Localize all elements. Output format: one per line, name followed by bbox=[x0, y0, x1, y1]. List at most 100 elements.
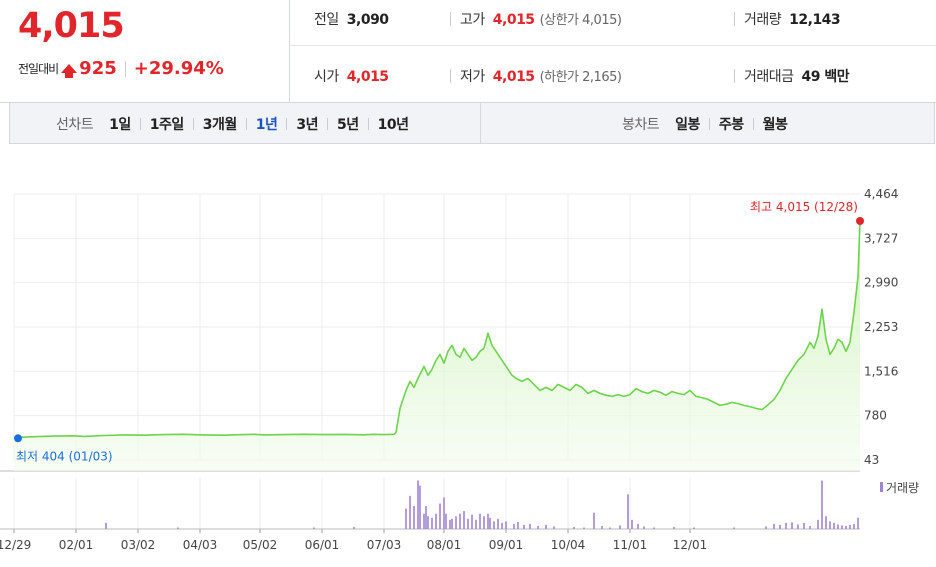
prev-close-value: 3,090 bbox=[346, 12, 389, 28]
volume-bar bbox=[791, 522, 793, 529]
tab-divider bbox=[708, 118, 710, 130]
volume-bar bbox=[505, 521, 507, 529]
volume-bar bbox=[537, 525, 539, 529]
tab-period-2[interactable]: 3개월 bbox=[202, 117, 238, 133]
volume-bar bbox=[631, 519, 633, 529]
tab-period-4[interactable]: 3년 bbox=[296, 117, 319, 133]
volume-bar bbox=[545, 524, 547, 529]
quote-header: 4,015 전일대비 925 +29.94% 전일 3,090 고가 4,015 (상… bbox=[0, 0, 936, 103]
volume-bar bbox=[619, 525, 621, 529]
volume-bar bbox=[405, 508, 407, 529]
max-point bbox=[856, 217, 864, 226]
volume-bar bbox=[475, 519, 477, 529]
prev-close: 전일 3,090 bbox=[314, 9, 389, 29]
volume-legend: 거래량 bbox=[886, 481, 919, 495]
y-tick-label: 4,464 bbox=[864, 187, 898, 201]
volume-bar bbox=[653, 527, 655, 529]
low-label: 저가 bbox=[460, 69, 485, 85]
volume-bar bbox=[313, 527, 315, 529]
tab-divider bbox=[139, 118, 141, 130]
volume-bar bbox=[427, 516, 429, 529]
change-percent: +29.94% bbox=[133, 58, 224, 79]
tab-period-1[interactable]: 1주일 bbox=[149, 117, 185, 133]
tab-divider bbox=[367, 118, 369, 130]
volume-bar bbox=[785, 522, 787, 529]
volume-bar bbox=[463, 511, 465, 529]
x-tick-label: 04/03 bbox=[183, 538, 218, 552]
volume-bar bbox=[449, 519, 451, 529]
volume-bar bbox=[643, 526, 645, 529]
volume-bar bbox=[513, 523, 515, 529]
volume-bar bbox=[833, 522, 835, 529]
volume-bar bbox=[637, 523, 639, 529]
y-tick-label: 780 bbox=[864, 409, 887, 423]
x-tick-label: 03/02 bbox=[121, 538, 156, 552]
volume-bar bbox=[489, 517, 491, 529]
volume-bar bbox=[583, 527, 585, 529]
volume-bar bbox=[773, 523, 775, 529]
volume-bar bbox=[857, 517, 859, 529]
tab-divider bbox=[192, 118, 194, 130]
volume-bar bbox=[845, 525, 847, 529]
x-tick-label: 05/02 bbox=[243, 538, 278, 552]
tab-period-5[interactable]: 5년 bbox=[337, 117, 359, 133]
change-label: 전일대비 bbox=[18, 62, 59, 76]
tab-candle-0[interactable]: 일봉 bbox=[675, 117, 700, 133]
volume-bar bbox=[627, 494, 629, 529]
divider bbox=[289, 0, 290, 102]
amount-value: 49 백만 bbox=[801, 69, 850, 85]
volume-bar bbox=[493, 521, 495, 529]
volume-bar bbox=[829, 521, 831, 529]
min-point bbox=[14, 434, 22, 443]
tab-period-6[interactable]: 10년 bbox=[377, 117, 409, 133]
volume-bar bbox=[593, 512, 595, 529]
current-price: 4,015 bbox=[18, 6, 125, 46]
volume-label: 거래량 bbox=[744, 12, 782, 28]
line-chart-label: 선차트 bbox=[56, 117, 94, 133]
candle-chart-label: 봉차트 bbox=[622, 117, 660, 133]
volume-bar bbox=[601, 525, 603, 529]
tab-candle-2[interactable]: 월봉 bbox=[762, 117, 788, 133]
volume-bar bbox=[673, 526, 675, 529]
tab-candle-1[interactable]: 주봉 bbox=[718, 117, 744, 133]
volume-bar bbox=[853, 523, 855, 529]
volume-bar bbox=[353, 526, 355, 529]
volume-bar bbox=[797, 524, 799, 529]
chart-tabs: 선차트 1일 1주일 3개월 1년 3년 5년 10년 봉차트 일봉 주봉 월봉 bbox=[9, 102, 935, 144]
volume-bar bbox=[417, 480, 419, 529]
tab-period-3[interactable]: 1년 bbox=[255, 117, 278, 133]
tab-divider bbox=[245, 118, 247, 130]
volume-bar bbox=[451, 518, 453, 529]
change-value: 925 bbox=[79, 58, 117, 79]
volume-bar bbox=[501, 522, 503, 529]
volume-bar bbox=[425, 506, 427, 529]
volume-bar bbox=[487, 513, 489, 529]
volume-bar bbox=[483, 516, 485, 529]
x-tick-label: 02/01 bbox=[59, 538, 94, 552]
volume-bar bbox=[177, 527, 179, 529]
volume-legend-swatch bbox=[880, 482, 883, 492]
divider bbox=[289, 45, 936, 46]
volume: 거래량 12,143 bbox=[734, 9, 841, 29]
line-chart-tabs: 선차트 1일 1주일 3개월 1년 3년 5년 10년 bbox=[56, 114, 409, 134]
volume-bar bbox=[817, 519, 819, 529]
open-value: 4,015 bbox=[346, 69, 389, 85]
volume-bar bbox=[529, 523, 531, 529]
x-tick-label: 12/29 bbox=[0, 538, 31, 552]
tab-period-0[interactable]: 1일 bbox=[109, 117, 131, 133]
volume-bar bbox=[849, 524, 851, 529]
y-tick-label: 3,727 bbox=[864, 231, 898, 245]
x-tick-label: 08/01 bbox=[427, 538, 462, 552]
open-label: 시가 bbox=[314, 69, 339, 85]
price-line bbox=[13, 220, 861, 440]
volume-bar bbox=[553, 526, 555, 529]
low-price: 저가 4,015 (하한가 2,165) bbox=[450, 66, 622, 86]
volume-bar bbox=[497, 518, 499, 529]
volume-bar bbox=[419, 485, 421, 529]
x-tick-label: 09/01 bbox=[489, 538, 524, 552]
volume-bar bbox=[809, 525, 811, 529]
y-tick-label: 1,516 bbox=[864, 364, 898, 378]
volume-bar bbox=[821, 480, 823, 529]
volume-bar bbox=[435, 513, 437, 529]
volume-bar bbox=[803, 522, 805, 529]
